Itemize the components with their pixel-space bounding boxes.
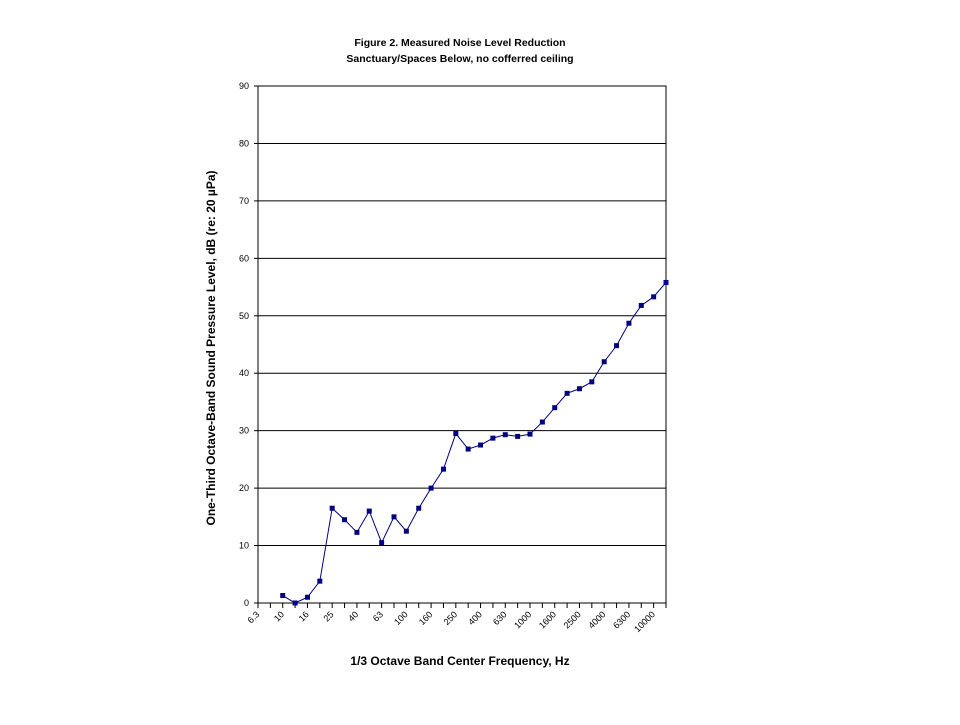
- y-tick-label: 0: [244, 598, 249, 608]
- data-point: [354, 529, 360, 535]
- data-point: [465, 446, 471, 452]
- data-point: [539, 419, 545, 425]
- chart-subtitle: Sanctuary/Spaces Below, no cofferred cei…: [346, 53, 573, 65]
- data-point: [651, 294, 657, 300]
- data-point: [292, 600, 298, 606]
- data-point: [614, 343, 620, 349]
- plot-border: [257, 85, 667, 604]
- data-point: [626, 320, 632, 326]
- data-point: [366, 508, 372, 514]
- y-tick-label: 10: [239, 541, 249, 551]
- data-point: [502, 432, 508, 438]
- data-point: [329, 505, 335, 511]
- data-point: [527, 431, 533, 437]
- data-point: [663, 279, 669, 285]
- data-point: [515, 433, 521, 439]
- data-point: [589, 379, 595, 385]
- data-point: [564, 390, 570, 396]
- y-tick-label: 80: [239, 138, 249, 148]
- data-point: [490, 435, 496, 441]
- data-point: [317, 578, 323, 584]
- y-tick-label: 40: [239, 368, 249, 378]
- data-point: [440, 466, 446, 472]
- y-tick-label: 30: [239, 426, 249, 436]
- y-tick-label: 20: [239, 483, 249, 493]
- data-point: [304, 594, 310, 600]
- chart-title: Figure 2. Measured Noise Level Reduction: [354, 37, 565, 49]
- y-tick-label: 70: [239, 196, 249, 206]
- data-point: [342, 517, 348, 523]
- data-point: [391, 514, 397, 520]
- data-point: [379, 540, 385, 546]
- data-point: [428, 485, 434, 491]
- data-point: [478, 442, 484, 448]
- x-axis-label: 1/3 Octave Band Center Frequency, Hz: [350, 654, 569, 668]
- data-point: [638, 302, 644, 308]
- data-point: [552, 405, 558, 411]
- data-point: [453, 431, 459, 437]
- data-point: [403, 528, 409, 534]
- data-point: [416, 505, 422, 511]
- data-point: [576, 386, 582, 392]
- y-tick-label: 50: [239, 311, 249, 321]
- y-tick-label: 90: [239, 81, 249, 91]
- y-tick-label: 60: [239, 253, 249, 263]
- data-point: [601, 359, 607, 365]
- data-point: [280, 593, 286, 599]
- y-axis-label: One-Third Octave-Band Sound Pressure Lev…: [204, 170, 218, 525]
